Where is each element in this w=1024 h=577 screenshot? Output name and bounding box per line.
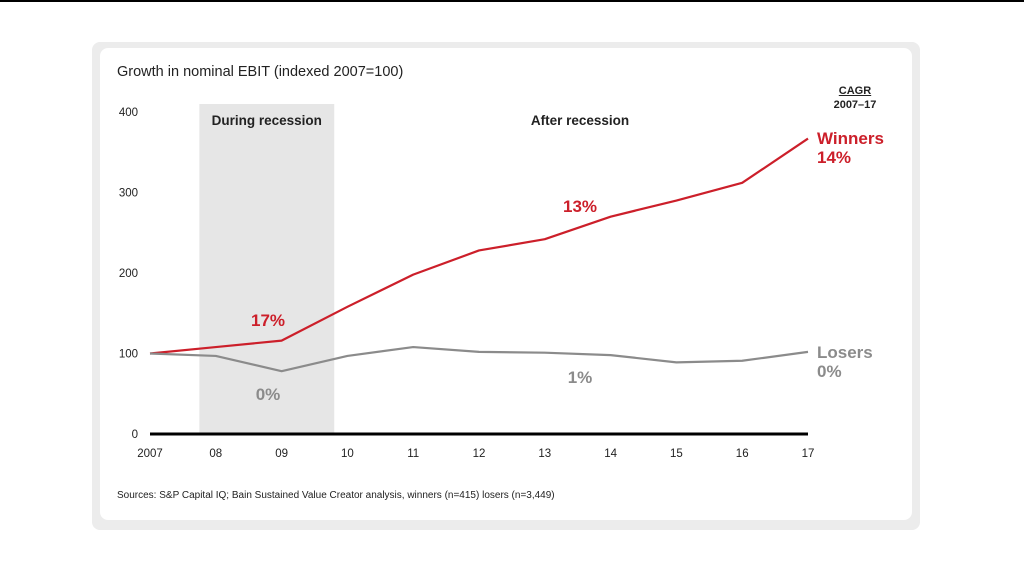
x-tick-label: 16 (736, 448, 749, 460)
recession-shading (199, 104, 335, 434)
top-rule (0, 0, 1024, 2)
y-tick-label: 400 (119, 107, 138, 119)
x-tick-label: 08 (209, 448, 222, 460)
x-tick-label: 2007 (137, 448, 163, 460)
x-tick-label: 17 (802, 448, 815, 460)
y-tick-label: 100 (119, 349, 138, 361)
series-line-losers (149, 345, 809, 373)
x-tick-label: 13 (538, 448, 551, 460)
end-label-losers-line: Losers (817, 343, 873, 362)
annotation-losers-recession: 0% (256, 385, 281, 404)
series-line-winners (149, 137, 809, 355)
y-tick-label: 200 (119, 268, 138, 280)
end-label-winners-line: 14% (817, 148, 851, 167)
cagr-years: 2007–17 (833, 99, 877, 111)
x-tick-label: 09 (275, 448, 288, 460)
chart-title: Growth in nominal EBIT (indexed 2007=100… (117, 64, 404, 80)
x-tick-label: 10 (341, 448, 354, 460)
region-label-during: During recession (212, 113, 322, 128)
annotation-winners-after: 13% (563, 197, 597, 216)
cagr-label: CAGR (838, 85, 872, 97)
region-label-after: After recession (531, 113, 629, 128)
end-label-losers-line: 0% (817, 362, 842, 381)
annotation-losers-after: 1% (568, 368, 593, 387)
cagr-header: CAGR 2007–17 (820, 84, 890, 112)
x-tick-label: 14 (604, 448, 617, 460)
annotation-winners-recession: 17% (251, 311, 285, 330)
y-tick-label: 0 (132, 429, 138, 441)
end-label-winners-line: Winners (817, 129, 884, 148)
x-tick-label: 15 (670, 448, 683, 460)
source-note: Sources: S&P Capital IQ; Bain Sustained … (117, 490, 555, 501)
y-tick-label: 300 (119, 188, 138, 200)
x-tick-label: 11 (407, 448, 419, 460)
x-tick-label: 12 (473, 448, 486, 460)
